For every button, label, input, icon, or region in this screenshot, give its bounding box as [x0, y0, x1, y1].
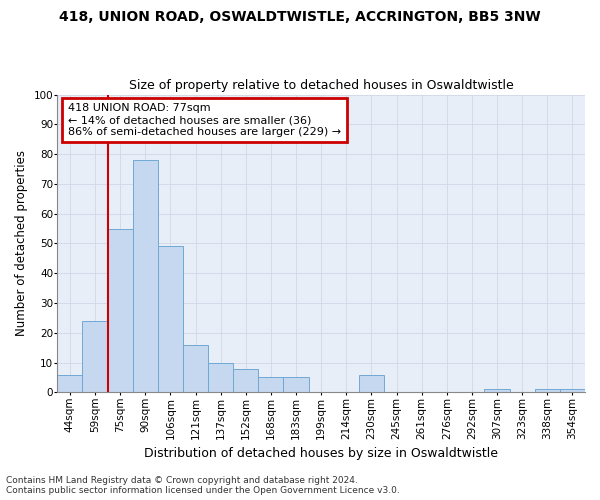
- X-axis label: Distribution of detached houses by size in Oswaldtwistle: Distribution of detached houses by size …: [144, 447, 498, 460]
- Bar: [107, 228, 133, 392]
- Bar: [560, 390, 585, 392]
- Text: 418, UNION ROAD, OSWALDTWISTLE, ACCRINGTON, BB5 3NW: 418, UNION ROAD, OSWALDTWISTLE, ACCRINGT…: [59, 10, 541, 24]
- Bar: [82, 321, 107, 392]
- Title: Size of property relative to detached houses in Oswaldtwistle: Size of property relative to detached ho…: [129, 79, 514, 92]
- Bar: [535, 390, 560, 392]
- Bar: [58, 374, 82, 392]
- Y-axis label: Number of detached properties: Number of detached properties: [15, 150, 28, 336]
- Bar: [183, 344, 208, 393]
- Text: Contains HM Land Registry data © Crown copyright and database right 2024.
Contai: Contains HM Land Registry data © Crown c…: [6, 476, 400, 495]
- Bar: [233, 368, 259, 392]
- Bar: [208, 362, 233, 392]
- Bar: [484, 390, 509, 392]
- Bar: [259, 378, 283, 392]
- Bar: [133, 160, 158, 392]
- Bar: [359, 374, 384, 392]
- Text: 418 UNION ROAD: 77sqm
← 14% of detached houses are smaller (36)
86% of semi-deta: 418 UNION ROAD: 77sqm ← 14% of detached …: [68, 104, 341, 136]
- Bar: [283, 378, 308, 392]
- Bar: [158, 246, 183, 392]
